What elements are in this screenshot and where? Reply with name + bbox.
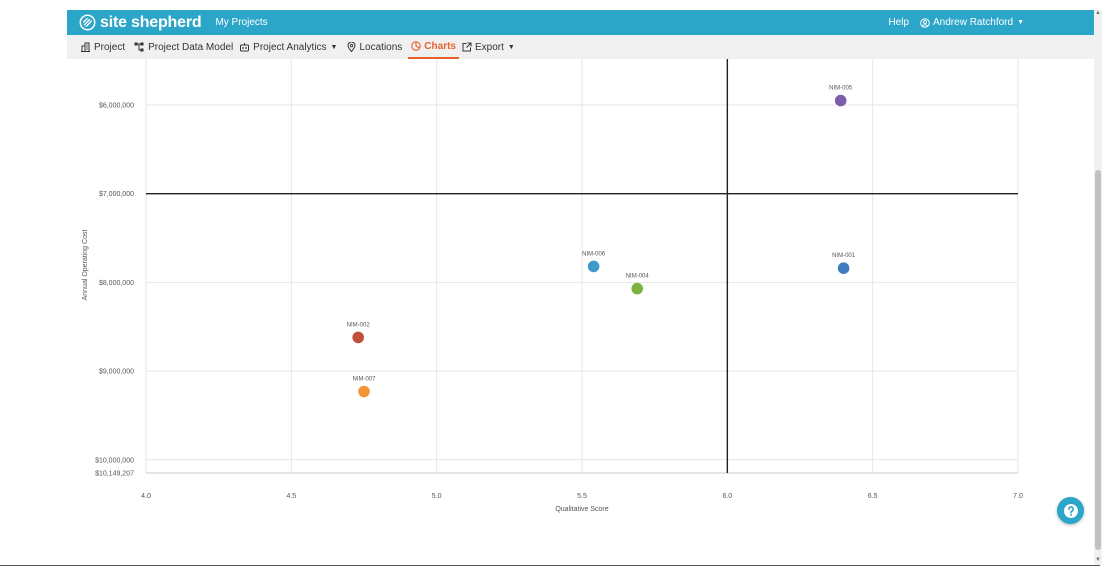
- top-navbar: site shepherd My Projects Help Andrew Ra…: [67, 10, 1094, 35]
- x-tick-label: 7.0: [1013, 493, 1023, 500]
- tab-project-data-model-label: Project Data Model: [148, 41, 234, 53]
- tab-export[interactable]: Export ▼: [459, 35, 518, 59]
- external-link-icon: [462, 42, 472, 52]
- sitemap-icon: [134, 42, 144, 52]
- window-top: [0, 0, 1113, 10]
- y-tick-label: $6,000,000: [99, 103, 134, 110]
- x-axis-title: Qualitative Score: [555, 506, 608, 513]
- brand-logo[interactable]: site shepherd: [79, 13, 202, 32]
- x-tick-label: 6.5: [868, 493, 878, 500]
- project-subnav: Project Project Data Model Project Analy…: [67, 35, 1094, 59]
- tab-project-analytics-label: Project Analytics: [253, 41, 327, 53]
- tab-locations[interactable]: Locations: [344, 35, 405, 59]
- x-tick-label: 4.0: [141, 493, 151, 500]
- data-point-label: NIM-001: [832, 253, 856, 259]
- chevron-down-icon: ▼: [507, 43, 515, 51]
- help-link[interactable]: Help: [888, 17, 910, 28]
- y-tick-label: $9,000,000: [99, 369, 134, 376]
- x-tick-label: 6.0: [722, 493, 732, 500]
- data-point: [631, 282, 644, 295]
- tab-project[interactable]: Project: [77, 35, 128, 59]
- scroll-down-icon[interactable]: ▼: [1095, 557, 1101, 563]
- data-point: [587, 260, 600, 273]
- y-tick-label: $7,000,000: [99, 191, 134, 198]
- x-tick-label: 5.5: [577, 493, 587, 500]
- data-point: [837, 262, 850, 275]
- scroll-up-icon[interactable]: ▲: [1095, 10, 1101, 16]
- y-tick-label: $8,000,000: [99, 280, 134, 287]
- x-tick-label: 4.5: [286, 493, 296, 500]
- tab-charts[interactable]: Charts: [408, 35, 459, 59]
- tab-project-analytics[interactable]: Project Analytics ▼: [236, 35, 340, 59]
- data-point: [352, 331, 364, 344]
- tab-locations-label: Locations: [359, 41, 403, 53]
- chevron-down-icon: ▼: [330, 43, 338, 51]
- y-tick-label: $10,000,000: [95, 457, 134, 464]
- data-point-label: NIM-002: [347, 322, 371, 328]
- tab-project-data-model[interactable]: Project Data Model: [131, 35, 236, 59]
- my-projects-link[interactable]: My Projects: [215, 17, 268, 28]
- page-scrollbar[interactable]: ▲ ▼: [1094, 10, 1102, 565]
- user-menu[interactable]: Andrew Ratchford ▼: [920, 17, 1024, 28]
- building-icon: [81, 42, 90, 52]
- data-point-label: NIM-006: [582, 251, 606, 257]
- scroll-thumb[interactable]: [1095, 170, 1101, 550]
- question-icon: [1063, 503, 1078, 518]
- user-name: Andrew Ratchford: [933, 17, 1014, 28]
- help-chat-button[interactable]: [1057, 497, 1084, 524]
- data-point: [834, 94, 847, 107]
- tab-project-label: Project: [94, 41, 126, 53]
- data-point-label: NIM-004: [626, 274, 650, 280]
- x-tick-label: 5.0: [432, 493, 442, 500]
- window-bottom-border: [0, 565, 1100, 566]
- data-point-label: NIM-005: [829, 86, 853, 92]
- y-tick-label: $10,149,207: [95, 471, 134, 478]
- robot-icon: [240, 43, 250, 52]
- logo-icon: [79, 14, 96, 31]
- data-point-label: NIM-007: [352, 377, 376, 383]
- map-pin-icon: [347, 42, 356, 52]
- brand-name: site shepherd: [100, 13, 202, 31]
- chevron-down-icon: ▼: [1017, 19, 1024, 26]
- tab-charts-label: Charts: [424, 40, 456, 52]
- pie-chart-icon: [411, 41, 422, 51]
- y-axis-title: Annual Operating Cost: [82, 230, 89, 301]
- tab-export-label: Export: [474, 41, 504, 53]
- data-point: [358, 385, 370, 398]
- user-circle-icon: [920, 17, 930, 28]
